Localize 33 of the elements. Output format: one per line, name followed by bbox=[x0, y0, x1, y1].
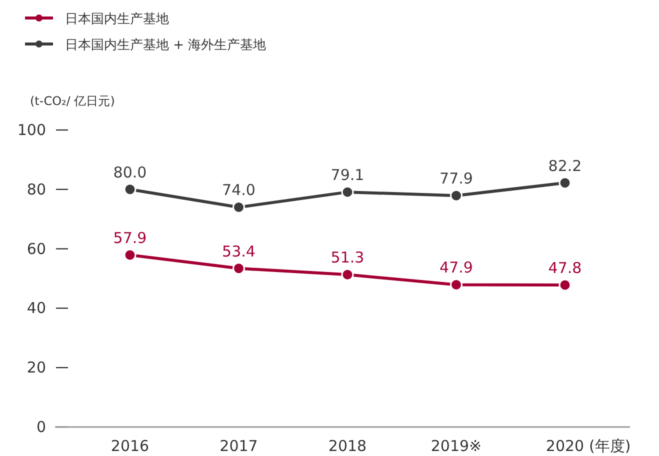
point bbox=[232, 262, 245, 275]
y-tick-label: 100 bbox=[17, 121, 46, 139]
point bbox=[558, 176, 572, 190]
data-label: 57.9 bbox=[113, 229, 147, 248]
x-axis-title: (年度) bbox=[589, 437, 631, 455]
y-tick-label: 80 bbox=[26, 180, 46, 198]
point bbox=[450, 189, 462, 202]
y-tick-label: 40 bbox=[26, 299, 46, 318]
x-tick-label: 2020 bbox=[546, 437, 584, 455]
y-axis-title: (t-CO₂/ 亿日元) bbox=[30, 94, 115, 108]
y-tick-label: 0 bbox=[36, 418, 46, 436]
y-tick-label: 60 bbox=[26, 240, 46, 258]
data-label: 53.4 bbox=[222, 242, 256, 260]
legend-label: 日本国内生产基地 bbox=[65, 12, 169, 27]
x-tick-label: 2018 bbox=[328, 437, 367, 455]
point bbox=[124, 248, 136, 262]
data-label: 80.0 bbox=[113, 163, 147, 182]
x-tick-label: 2019※ bbox=[430, 437, 482, 455]
x-tick-label: 2017 bbox=[220, 437, 258, 455]
data-label: 74.0 bbox=[222, 181, 256, 200]
point bbox=[558, 278, 572, 292]
data-label: 51.3 bbox=[330, 248, 364, 267]
data-label: 82.2 bbox=[548, 156, 582, 175]
x-tick-label: 2016 bbox=[110, 437, 150, 455]
data-label: 47.8 bbox=[548, 259, 582, 278]
point bbox=[124, 183, 136, 196]
point bbox=[341, 186, 354, 198]
legend-label: 日本国内生产基地 + 海外生产基地 bbox=[65, 38, 266, 53]
data-label: 79.1 bbox=[330, 166, 364, 184]
data-label: 77.9 bbox=[440, 170, 473, 188]
y-tick-label: 20 bbox=[26, 358, 46, 377]
point bbox=[341, 268, 354, 281]
data-label: 47.9 bbox=[440, 258, 473, 277]
